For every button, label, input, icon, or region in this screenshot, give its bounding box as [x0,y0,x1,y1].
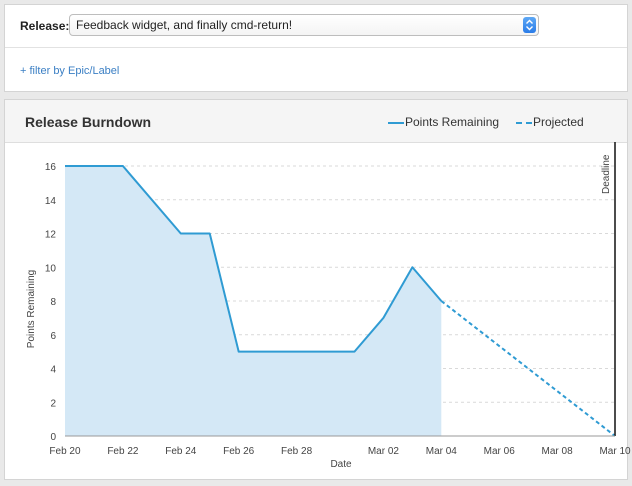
x-tick-label: Feb 28 [281,446,313,457]
y-tick-label: 10 [45,263,57,274]
deadline-label: Deadline [601,154,612,194]
remaining-area [65,166,442,436]
y-tick-label: 0 [50,432,56,443]
x-axis-label: Date [330,459,352,470]
x-axis-ticks: Feb 20 Feb 22 Feb 24 Feb 26 Feb 28 Mar 02 Mar … [49,446,631,457]
y-tick-label: 16 [45,162,57,173]
release-select[interactable]: Feedback widget, and finally cmd-return! [69,14,539,36]
x-tick-label: Mar 10 [599,446,631,457]
legend-remaining-label: Points Remaining [405,115,500,129]
y-tick-label: 6 [50,331,56,342]
legend-remaining-swatch [388,122,404,124]
x-tick-label: Mar 08 [542,446,574,457]
y-tick-label: 8 [50,297,56,308]
burndown-title: Release Burndown [25,114,152,130]
x-tick-label: Feb 24 [165,446,197,457]
release-label: Release: [20,19,70,33]
x-tick-label: Feb 26 [223,446,255,457]
burndown-header: Release Burndown Points Remaining Projec… [5,100,627,143]
x-tick-label: Mar 02 [368,446,400,457]
chevron-updown-icon [523,17,536,33]
y-tick-label: 2 [50,398,56,409]
x-tick-label: Mar 04 [426,446,458,457]
filter-epic-label-link[interactable]: + filter by Epic/Label [20,65,120,77]
projected-line [440,300,616,437]
y-tick-label: 12 [45,230,57,241]
y-tick-label: 14 [45,196,57,207]
y-axis-ticks: 0 2 4 6 8 10 12 14 16 [45,162,57,443]
release-row: Release: Feedback widget, and finally cm… [5,5,627,48]
y-axis-label: Points Remaining [26,270,37,348]
legend-projected-swatch [516,122,532,124]
legend-projected-label: Projected [533,115,584,129]
y-tick-label: 4 [50,365,56,376]
release-panel: Release: Feedback widget, and finally cm… [4,4,628,92]
release-select-value: Feedback widget, and finally cmd-return! [76,18,293,32]
x-tick-label: Mar 06 [484,446,516,457]
x-tick-label: Feb 22 [107,446,139,457]
x-tick-label: Feb 20 [49,446,81,457]
remaining-line [65,165,443,353]
